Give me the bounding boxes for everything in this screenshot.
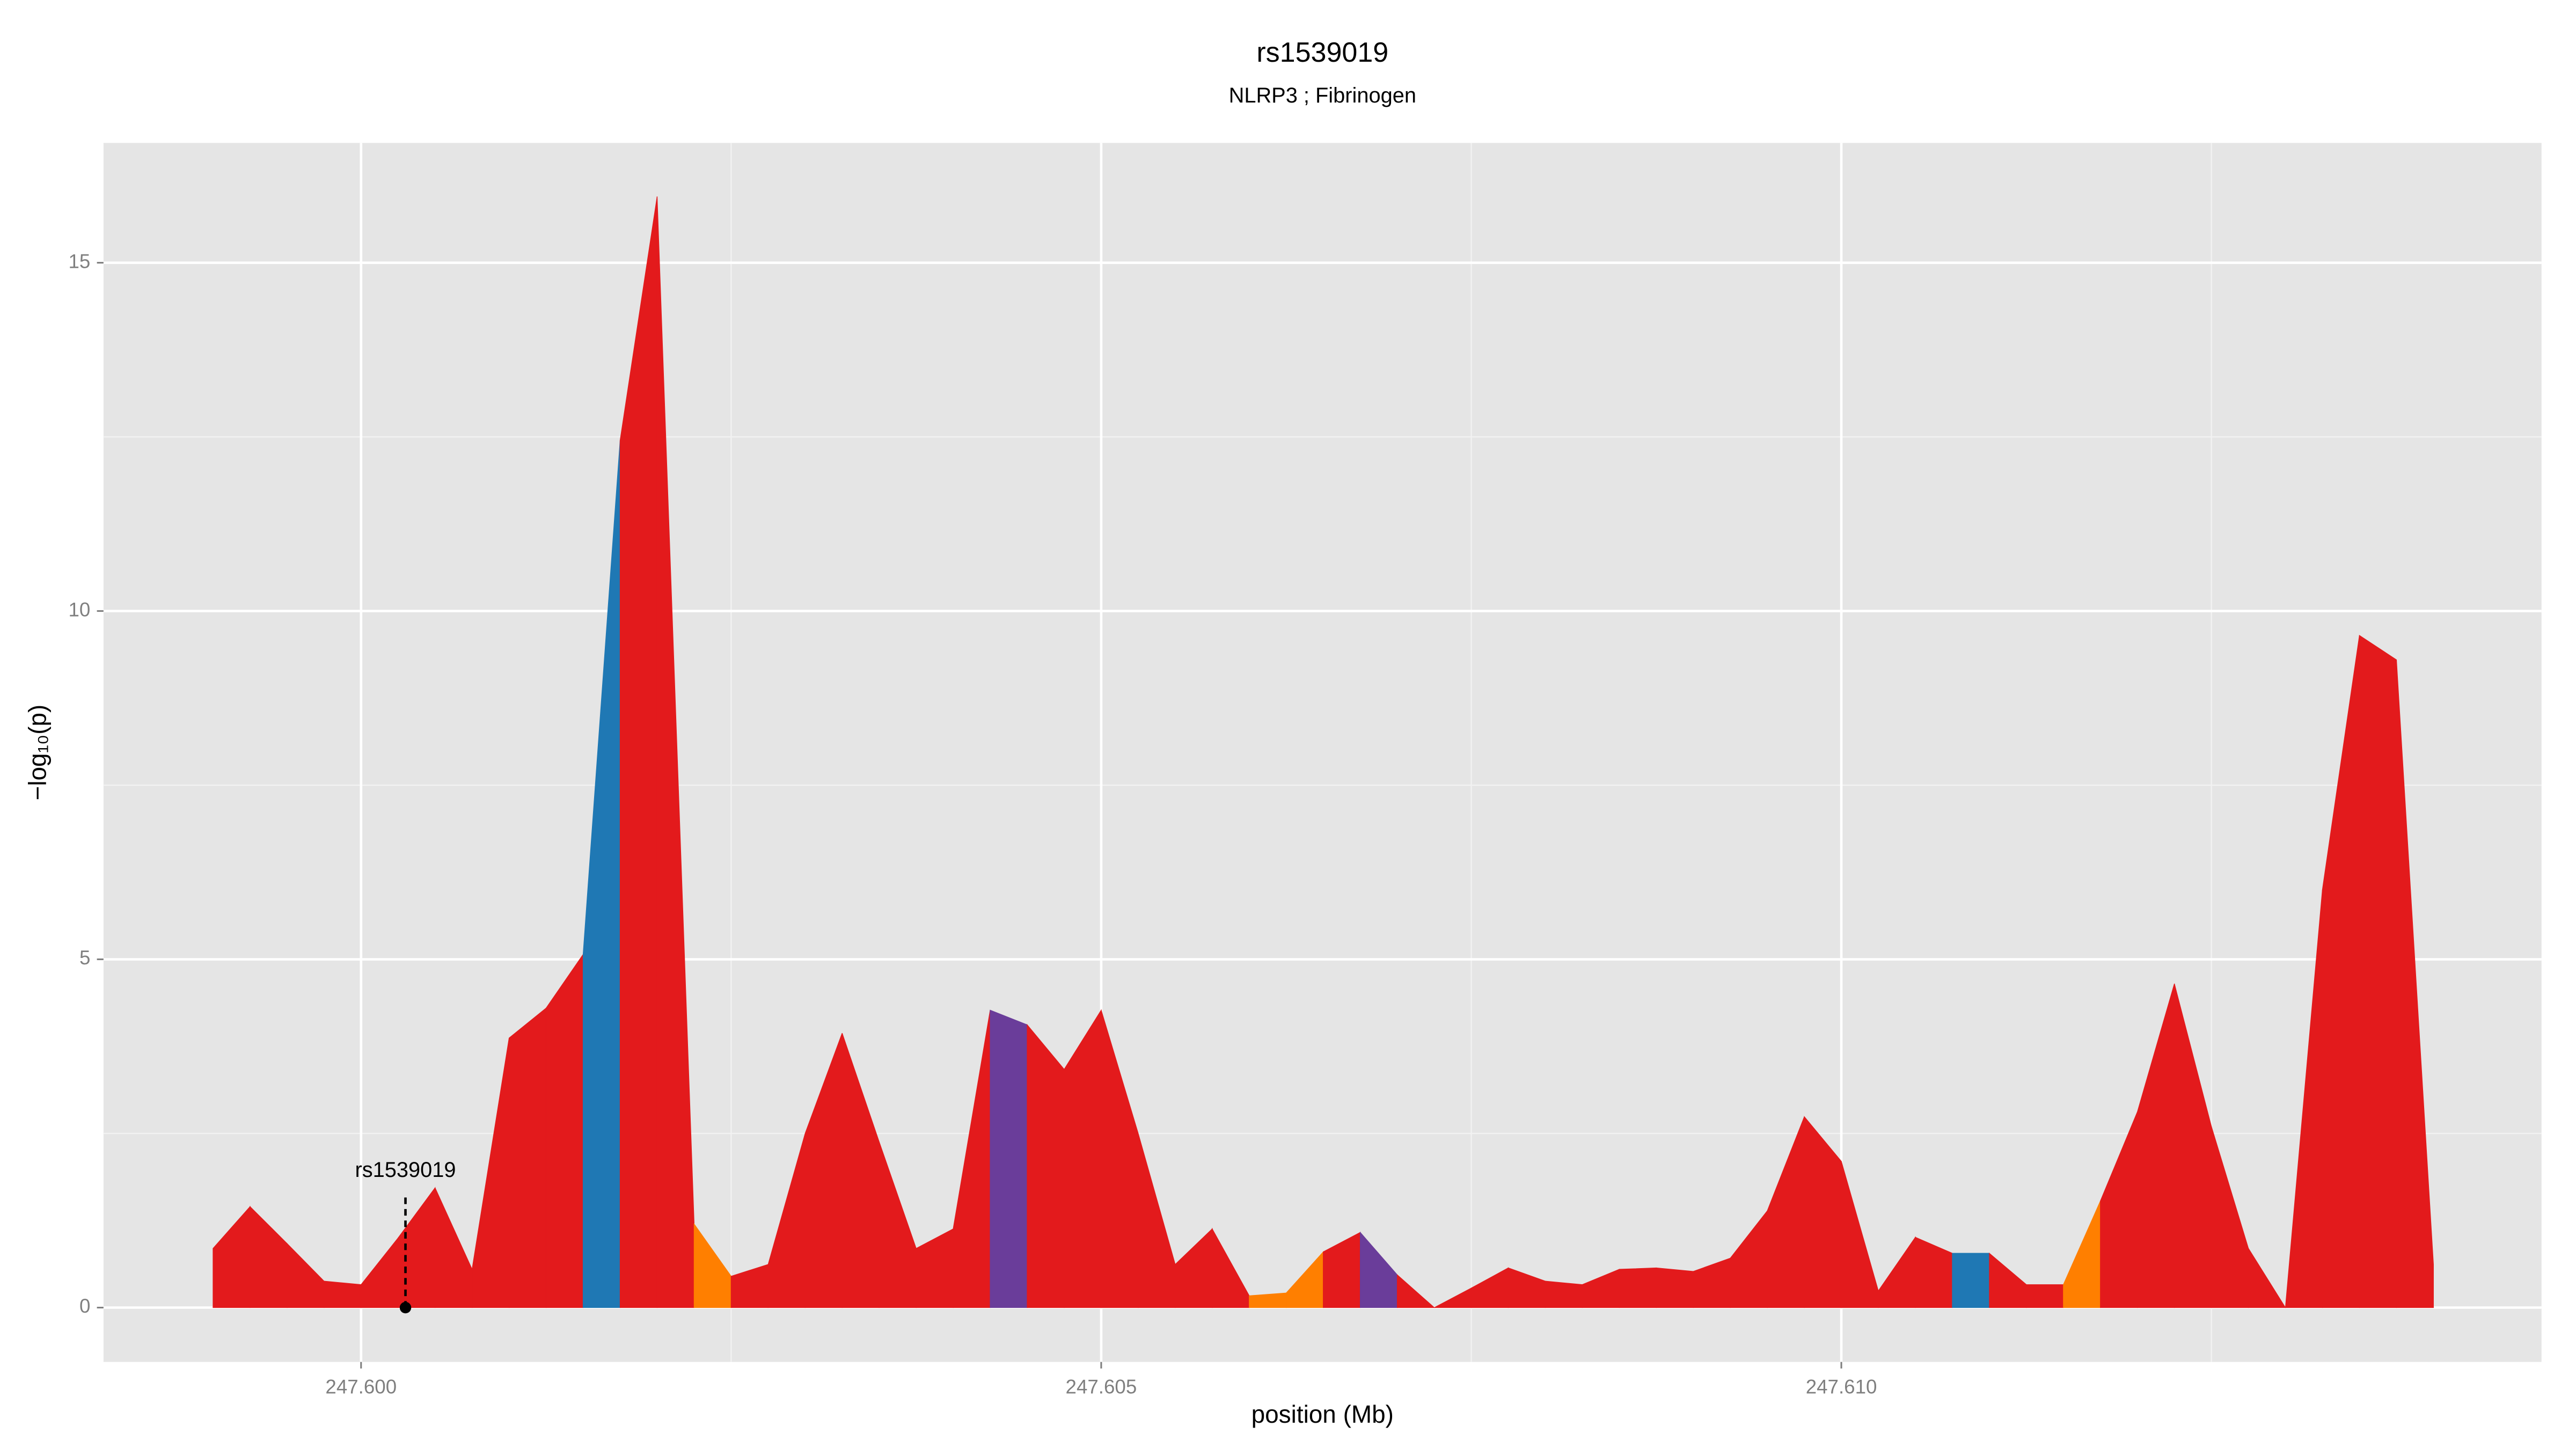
area-segment	[990, 1009, 1028, 1308]
area-segment	[324, 1280, 362, 1308]
y-tick-label: 10	[69, 598, 91, 620]
annotation-point	[399, 1301, 412, 1314]
area-segment	[1249, 1292, 1287, 1308]
area-segment	[509, 1007, 547, 1308]
area-segment	[1545, 1280, 1583, 1308]
y-axis-label: −log₁₀(p)	[24, 705, 52, 801]
area-segment	[2248, 1247, 2286, 1308]
area-segment	[1396, 1274, 1436, 1308]
chart-subtitle: NLRP3 ; Fibrinogen	[1229, 84, 1416, 107]
area-segment	[2359, 634, 2397, 1308]
area-segment	[1952, 1253, 1990, 1308]
annotation-label: rs1539019	[355, 1158, 456, 1182]
area-segment	[2026, 1284, 2064, 1308]
y-tick-label: 15	[69, 250, 91, 272]
area-segment	[2396, 660, 2434, 1308]
x-axis-label: position (Mb)	[1252, 1400, 1394, 1428]
area-segment	[1027, 1023, 1065, 1308]
area-segment	[545, 953, 584, 1308]
y-tick-label: 0	[79, 1295, 90, 1317]
x-tick-label: 247.610	[1806, 1375, 1877, 1397]
x-tick-label: 247.605	[1066, 1375, 1137, 1397]
x-tick-label: 247.600	[325, 1375, 397, 1397]
area-segment	[1619, 1267, 1657, 1308]
chart-title: rs1539019	[1256, 37, 1388, 68]
y-tick-label: 5	[79, 947, 90, 969]
area-segment	[1656, 1267, 1694, 1308]
